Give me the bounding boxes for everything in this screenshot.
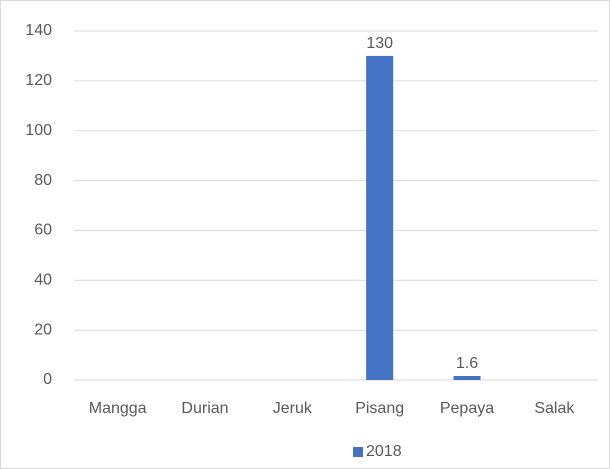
y-tick-label: 80 (34, 172, 52, 189)
y-tick-label: 0 (43, 371, 52, 388)
x-tick-label: Jeruk (273, 400, 313, 417)
legend-label: 2018 (366, 443, 402, 460)
x-tick-label: Pisang (355, 400, 404, 417)
y-tick-label: 40 (34, 272, 52, 289)
x-tick-label: Salak (534, 400, 575, 417)
y-tick-label: 120 (25, 72, 52, 89)
data-label: 130 (366, 35, 393, 52)
bar (366, 55, 394, 381)
x-tick-label: Durian (181, 400, 228, 417)
bar (453, 376, 481, 380)
data-label: 1.6 (456, 355, 478, 372)
legend-swatch (353, 447, 363, 457)
y-tick-label: 20 (34, 321, 52, 338)
x-tick-label: Pepaya (440, 400, 494, 417)
y-tick-label: 60 (34, 222, 52, 239)
y-tick-label: 100 (25, 122, 52, 139)
x-tick-label: Mangga (89, 400, 147, 417)
y-tick-label: 140 (25, 22, 52, 39)
